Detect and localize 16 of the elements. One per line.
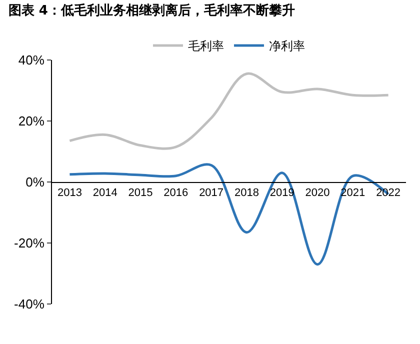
chart-title: 图表 4：低毛利业务相继剥离后，毛利率不断攀升 — [8, 2, 295, 18]
x-tick-label: 2014 — [92, 187, 118, 200]
legend-label: 净利率 — [269, 39, 305, 54]
x-tick-label: 2017 — [199, 187, 224, 200]
x-tick-label: 2020 — [305, 187, 330, 200]
y-tick-label: -40% — [14, 296, 45, 312]
y-tick-label: 20% — [18, 114, 45, 129]
x-tick-label: 2018 — [234, 187, 259, 200]
legend-label: 毛利率 — [188, 39, 224, 54]
y-tick-label: 40% — [18, 52, 45, 68]
x-tick-label: 2016 — [164, 187, 188, 200]
x-tick-label: 2013 — [57, 187, 82, 200]
x-tick-label: 2022 — [376, 187, 401, 200]
y-tick-label: -20% — [14, 236, 45, 251]
x-tick-label: 2015 — [128, 187, 153, 200]
y-tick-label: 0% — [26, 174, 45, 190]
